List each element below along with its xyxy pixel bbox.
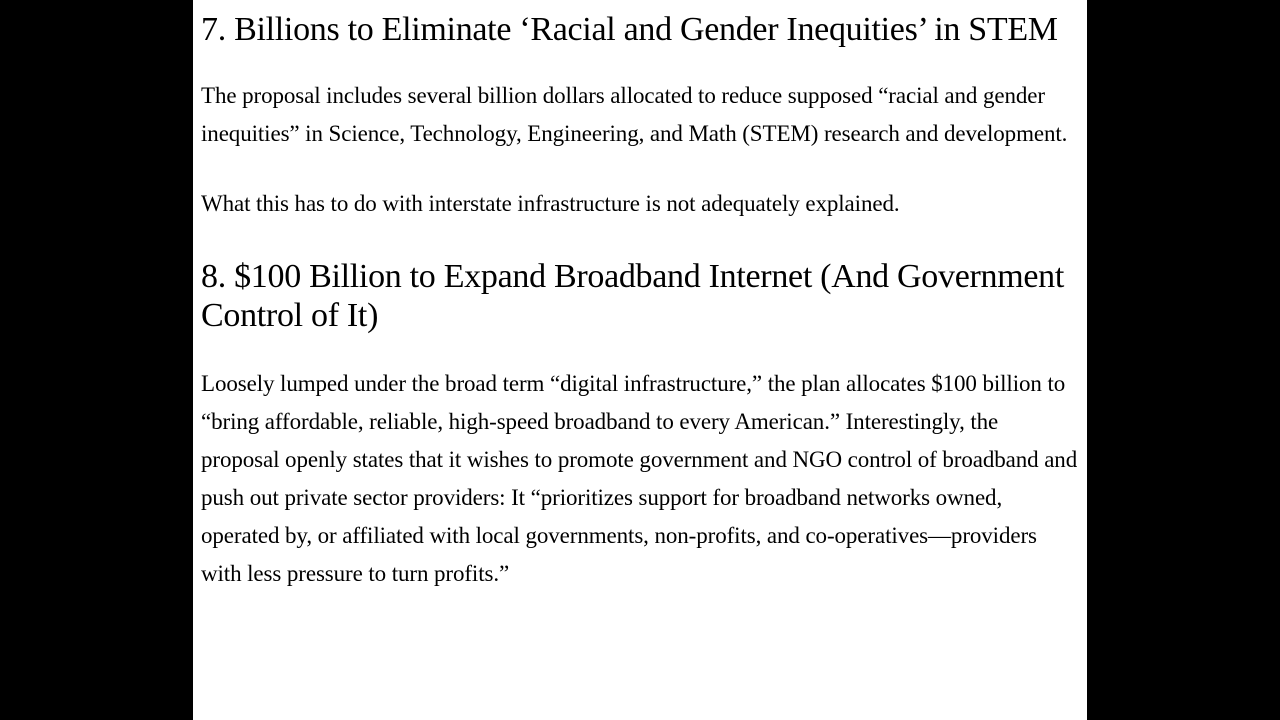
document-page: 7. Billions to Eliminate ‘Racial and Gen… bbox=[193, 0, 1087, 720]
section-heading-8: 8. $100 Billion to Expand Broadband Inte… bbox=[201, 257, 1079, 335]
section-7-paragraph-1: The proposal includes several billion do… bbox=[201, 77, 1079, 153]
section-heading-7: 7. Billions to Eliminate ‘Racial and Gen… bbox=[201, 10, 1079, 49]
section-8-paragraph-1: Loosely lumped under the broad term “dig… bbox=[201, 365, 1079, 593]
section-7-paragraph-2: What this has to do with interstate infr… bbox=[201, 185, 1079, 223]
